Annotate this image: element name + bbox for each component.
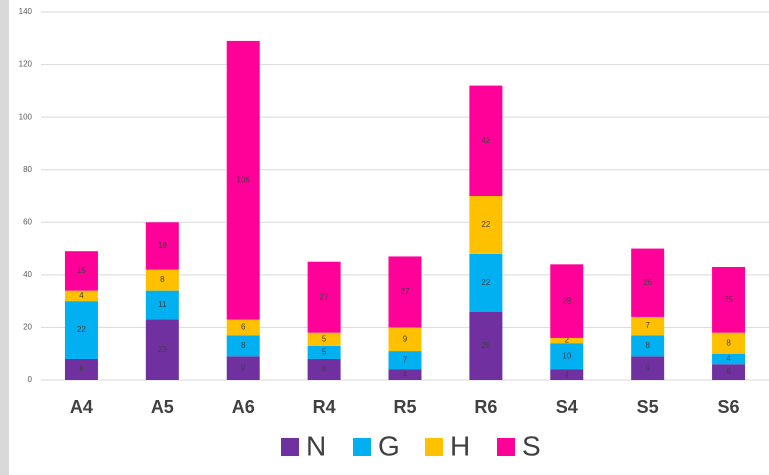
x-tick-label: R5 [393, 397, 416, 417]
data-label: 27 [401, 287, 410, 296]
data-label: 9 [403, 334, 408, 343]
x-tick-label: A6 [232, 397, 255, 417]
bar-segment [226, 356, 260, 380]
legend-label: S [522, 430, 541, 461]
data-label: 6 [241, 323, 246, 332]
x-tick-label: S6 [718, 397, 740, 417]
y-tick-label: 60 [23, 217, 32, 226]
bar-segment [145, 290, 179, 320]
y-tick-label: 0 [28, 375, 33, 384]
bar-segment [469, 311, 503, 380]
x-tick-label: R4 [313, 397, 336, 417]
data-label: 42 [481, 136, 490, 145]
bar-segment [64, 358, 98, 380]
bar-segment [307, 358, 341, 380]
data-label: 10 [562, 351, 571, 360]
data-label: 9 [241, 363, 246, 372]
data-label: 4 [79, 291, 84, 300]
bar-segment [550, 369, 584, 380]
x-tick-label: S4 [556, 397, 578, 417]
bar-segment [550, 264, 584, 338]
bar-segment [64, 290, 98, 302]
data-label: 2 [565, 336, 570, 345]
bar-segment [550, 343, 584, 370]
bar-segment [712, 364, 746, 380]
bar-segment [469, 196, 503, 254]
x-tick-label: S5 [637, 397, 659, 417]
data-label: 26 [481, 341, 490, 350]
bar-segment [712, 353, 746, 365]
bar-segment [64, 301, 98, 359]
bar-segment [388, 351, 422, 370]
data-label: 18 [158, 241, 167, 250]
data-label: 8 [645, 341, 650, 350]
data-label: 6 [726, 367, 731, 376]
bar-segment [631, 356, 665, 380]
data-label: 4 [403, 370, 408, 379]
data-label: 8 [160, 275, 165, 284]
data-label: 22 [481, 278, 490, 287]
data-label: 8 [726, 338, 731, 347]
y-tick-label: 40 [23, 270, 32, 279]
bar-segment [550, 337, 584, 344]
bar-segment [145, 269, 179, 291]
bar-segment [64, 251, 98, 291]
data-label: 106 [237, 175, 251, 184]
bar-segment [226, 40, 260, 320]
bar-segment [388, 327, 422, 352]
bar-segment [631, 248, 665, 317]
data-label: 28 [562, 296, 571, 305]
bar-segment [712, 266, 746, 333]
y-tick-label: 80 [23, 165, 32, 174]
data-label: 5 [322, 348, 327, 357]
data-label: 27 [320, 292, 329, 301]
x-tick-label: R6 [474, 397, 497, 417]
y-tick-label: 120 [19, 60, 33, 69]
data-label: 22 [481, 220, 490, 229]
legend-label: H [450, 430, 470, 461]
bar-segment [469, 253, 503, 312]
data-label: 5 [322, 334, 327, 343]
data-label: 4 [565, 370, 570, 379]
data-label: 7 [645, 321, 650, 330]
data-label: 15 [77, 266, 86, 275]
x-tick-label: A4 [70, 397, 93, 417]
bar-segment [226, 335, 260, 357]
bar-segment [145, 319, 179, 380]
data-label: 8 [241, 341, 246, 350]
data-label: 25 [724, 295, 733, 304]
bar-segment [307, 345, 341, 359]
legend-swatch [281, 438, 299, 456]
legend-swatch [425, 438, 443, 456]
bar-segment [307, 332, 341, 346]
data-label: 26 [643, 278, 652, 287]
y-tick-label: 20 [23, 323, 32, 332]
y-tick-label: 100 [19, 112, 33, 121]
side-strip [0, 0, 9, 475]
legend-swatch [497, 438, 515, 456]
data-label: 8 [322, 365, 327, 374]
x-tick-label: A5 [151, 397, 174, 417]
data-label: 23 [158, 345, 167, 354]
y-tick-label: 140 [19, 7, 33, 16]
data-label: 7 [403, 355, 408, 364]
bar-segment [469, 85, 503, 196]
data-label: 22 [77, 325, 86, 334]
bar-segment [388, 369, 422, 380]
bar-segment [712, 332, 746, 354]
bar-segment [307, 261, 341, 333]
data-label: 8 [79, 365, 84, 374]
bar-segment [631, 335, 665, 357]
bar-segment [145, 222, 179, 270]
legend-swatch [353, 438, 371, 456]
data-label: 4 [726, 354, 731, 363]
bar-segment [631, 316, 665, 336]
legend-label: N [306, 430, 326, 461]
legend-label: G [378, 430, 400, 461]
bar-segment [226, 319, 260, 336]
data-label: 9 [645, 363, 650, 372]
data-label: 11 [158, 300, 167, 309]
bar-segment [388, 256, 422, 328]
